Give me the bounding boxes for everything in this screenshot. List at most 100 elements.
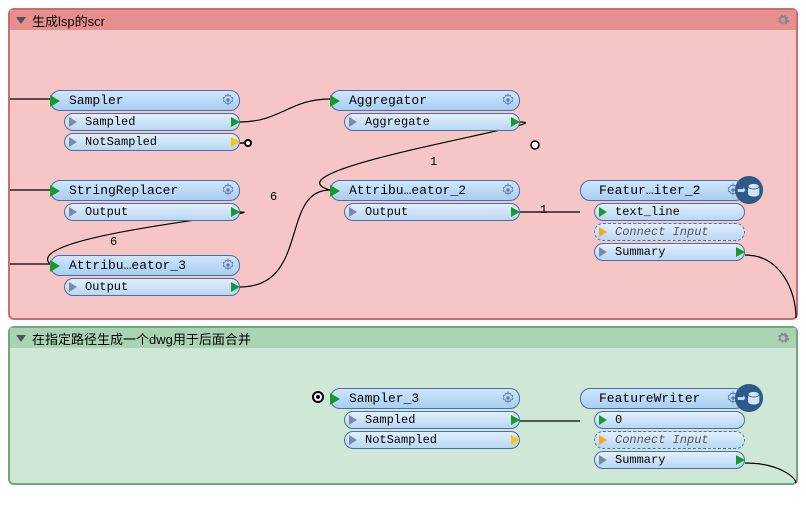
- edge-label: 6: [270, 190, 277, 204]
- bookmark2-header[interactable]: 在指定路径生成一个dwg用于后面合并: [10, 328, 796, 348]
- input-port-icon[interactable]: [330, 95, 340, 107]
- port-out-icon[interactable]: [736, 455, 745, 465]
- port-label: text_line: [615, 205, 680, 219]
- port-in-icon: [69, 117, 77, 127]
- database-arrow-icon: [734, 383, 764, 413]
- node-attributecreator-3[interactable]: Attribu…eator_3 Output: [50, 255, 240, 296]
- node-stringreplacer[interactable]: StringReplacer Output: [50, 180, 240, 221]
- port-in-icon: [69, 207, 77, 217]
- bookmark1-header[interactable]: 生成lsp的scr: [10, 10, 796, 30]
- port-label: Sampled: [365, 413, 415, 427]
- port-out-icon[interactable]: [231, 117, 240, 127]
- sampler3-label: Sampler_3: [349, 391, 419, 406]
- node-sampler[interactable]: Sampler Sampled NotSampled: [50, 90, 240, 151]
- port-0[interactable]: 0: [594, 411, 745, 429]
- node-title-attr3[interactable]: Attribu…eator_3: [50, 255, 240, 276]
- edge-label: 6: [110, 235, 117, 249]
- node-aggregator[interactable]: Aggregator Aggregate: [330, 90, 520, 131]
- port-in-icon: [349, 117, 357, 127]
- port-out-icon[interactable]: [511, 117, 520, 127]
- node-title-stringreplacer[interactable]: StringReplacer: [50, 180, 240, 201]
- port-label: NotSampled: [365, 433, 437, 447]
- port-label: Output: [365, 205, 408, 219]
- port-label: Aggregate: [365, 115, 430, 129]
- port-label: Connect Input: [615, 225, 709, 239]
- node-title-fw[interactable]: FeatureWriter: [580, 388, 745, 409]
- bookmark1-title: 生成lsp的scr: [32, 11, 105, 30]
- port-sampled[interactable]: Sampled: [344, 411, 520, 429]
- node-sampler-3[interactable]: Sampler_3 Sampled NotSampled: [330, 388, 520, 449]
- port-in-icon[interactable]: [599, 227, 607, 237]
- port-label: Sampled: [85, 115, 135, 129]
- port-summary[interactable]: Summary: [594, 451, 745, 469]
- port-connect-input[interactable]: Connect Input: [594, 431, 745, 449]
- port-out-icon[interactable]: [511, 435, 520, 445]
- node-featurewriter-2[interactable]: Featur…iter_2 text_line Connect Input: [580, 180, 745, 261]
- gear-icon[interactable]: [776, 331, 790, 345]
- attr3-label: Attribu…eator_3: [69, 258, 186, 273]
- node-title-sampler3[interactable]: Sampler_3: [330, 388, 520, 409]
- node-attributecreator-2[interactable]: Attribu…eator_2 Output: [330, 180, 520, 221]
- disclosure-icon[interactable]: [16, 335, 26, 342]
- port-in-icon: [599, 247, 607, 257]
- fw-label: FeatureWriter: [599, 391, 700, 406]
- attr2-label: Attribu…eator_2: [349, 183, 466, 198]
- port-label: Output: [85, 280, 128, 294]
- database-arrow-icon: [734, 175, 764, 205]
- input-port-icon[interactable]: [50, 185, 60, 197]
- sampler-label: Sampler: [69, 93, 124, 108]
- gear-icon[interactable]: [221, 93, 235, 107]
- gear-icon[interactable]: [501, 93, 515, 107]
- gear-icon[interactable]: [501, 183, 515, 197]
- port-in-icon: [599, 455, 607, 465]
- port-in-icon: [349, 435, 357, 445]
- node-title-fw2[interactable]: Featur…iter_2: [580, 180, 745, 201]
- port-label: Connect Input: [615, 433, 709, 447]
- port-out-icon[interactable]: [511, 207, 520, 217]
- port-output[interactable]: Output: [64, 278, 240, 296]
- port-in-icon: [69, 137, 77, 147]
- port-label: Output: [85, 205, 128, 219]
- node-title-sampler[interactable]: Sampler: [50, 90, 240, 111]
- agg-label: Aggregator: [349, 93, 427, 108]
- port-in-icon: [349, 207, 357, 217]
- port-in-icon[interactable]: [599, 415, 607, 425]
- port-in-icon[interactable]: [599, 207, 607, 217]
- port-connect-input[interactable]: Connect Input: [594, 223, 745, 241]
- port-out-icon[interactable]: [511, 415, 520, 425]
- node-featurewriter[interactable]: FeatureWriter 0 Connect Input: [580, 388, 745, 469]
- port-in-icon: [69, 282, 77, 292]
- gear-icon[interactable]: [501, 391, 515, 405]
- node-title-aggregator[interactable]: Aggregator: [330, 90, 520, 111]
- input-port-icon[interactable]: [50, 95, 60, 107]
- port-output[interactable]: Output: [344, 203, 520, 221]
- port-out-icon[interactable]: [231, 137, 240, 147]
- bookmark2-title: 在指定路径生成一个dwg用于后面合并: [32, 329, 251, 348]
- port-notsampled[interactable]: NotSampled: [344, 431, 520, 449]
- node-title-attr2[interactable]: Attribu…eator_2: [330, 180, 520, 201]
- port-out-icon[interactable]: [231, 282, 240, 292]
- port-summary[interactable]: Summary: [594, 243, 745, 261]
- gear-icon[interactable]: [221, 183, 235, 197]
- port-label: Summary: [615, 245, 665, 259]
- input-port-icon[interactable]: [330, 185, 340, 197]
- port-label: 0: [615, 413, 622, 427]
- port-out-icon[interactable]: [736, 247, 745, 257]
- gear-icon[interactable]: [776, 13, 790, 27]
- fw2-label: Featur…iter_2: [599, 183, 700, 198]
- disclosure-icon[interactable]: [16, 17, 26, 24]
- port-text-line[interactable]: text_line: [594, 203, 745, 221]
- sr-label: StringReplacer: [69, 183, 178, 198]
- port-notsampled[interactable]: NotSampled: [64, 133, 240, 151]
- edge-label: 1: [540, 203, 547, 217]
- bookmark-generate-dwg: 在指定路径生成一个dwg用于后面合并 Sampler_3 Sampled: [8, 326, 798, 485]
- port-out-icon[interactable]: [231, 207, 240, 217]
- bookmark-generate-lsp: 生成lsp的scr: [8, 8, 798, 320]
- port-output[interactable]: Output: [64, 203, 240, 221]
- input-port-icon[interactable]: [330, 393, 340, 405]
- port-sampled[interactable]: Sampled: [64, 113, 240, 131]
- port-in-icon[interactable]: [599, 435, 607, 445]
- input-port-icon[interactable]: [50, 260, 60, 272]
- port-aggregate[interactable]: Aggregate: [344, 113, 520, 131]
- gear-icon[interactable]: [221, 258, 235, 272]
